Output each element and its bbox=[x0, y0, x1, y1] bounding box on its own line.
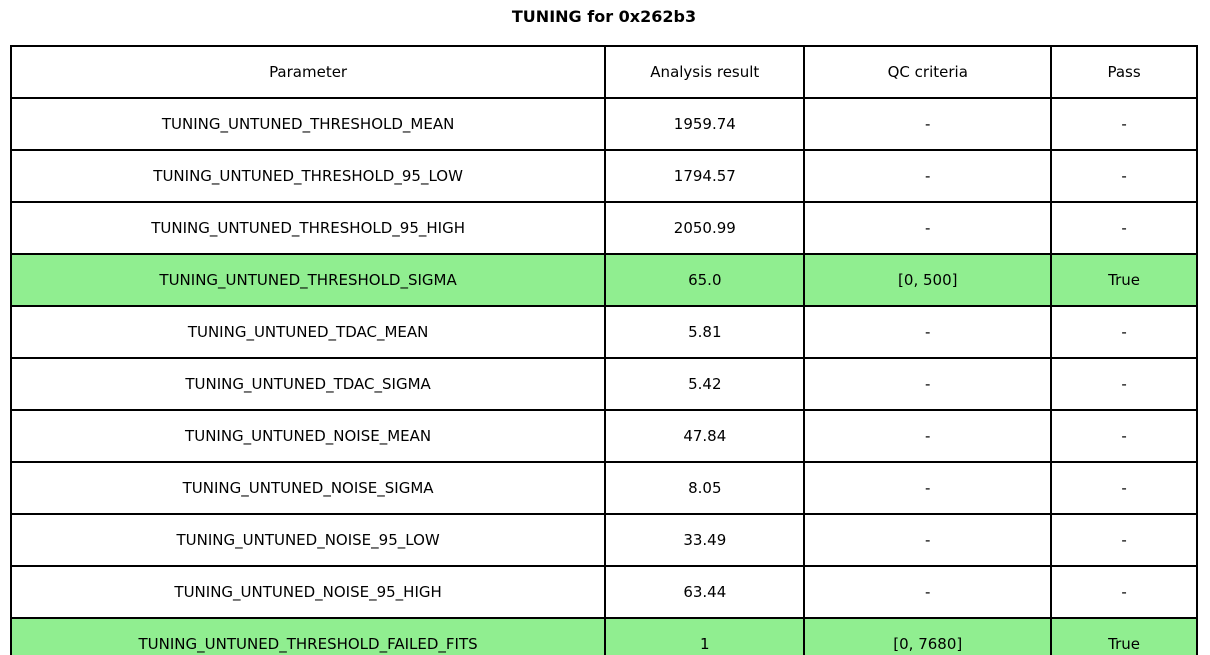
cell-parameter: TUNING_UNTUNED_TDAC_MEAN bbox=[9, 305, 607, 359]
table-body: TUNING_UNTUNED_THRESHOLD_MEAN 1959.74- - TU… bbox=[9, 97, 1198, 655]
cell-parameter: TUNING_UNTUNED_NOISE_SIGMA bbox=[9, 461, 607, 515]
cell-qc-criteria: - bbox=[803, 149, 1053, 203]
cell-analysis-result: 8.05 bbox=[604, 461, 806, 515]
cell-pass: - bbox=[1050, 357, 1198, 411]
column-header-analysis-result: Analysis result bbox=[604, 45, 806, 99]
cell-analysis-result: 65.0 bbox=[604, 253, 806, 307]
cell-parameter: TUNING_UNTUNED_NOISE_95_LOW bbox=[9, 513, 607, 567]
cell-analysis-result: 1794.57 bbox=[604, 149, 806, 203]
column-header-qc-criteria: QC criteria bbox=[803, 45, 1053, 99]
page-title: TUNING for 0x262b3 bbox=[511, 7, 697, 26]
column-header-pass: Pass bbox=[1050, 45, 1198, 99]
cell-analysis-result: 47.84 bbox=[604, 409, 806, 463]
cell-analysis-result: 63.44 bbox=[604, 565, 806, 619]
cell-parameter: TUNING_UNTUNED_NOISE_95_HIGH bbox=[9, 565, 607, 619]
cell-analysis-result: 5.42 bbox=[604, 357, 806, 411]
cell-analysis-result: 2050.99 bbox=[604, 201, 806, 255]
cell-parameter: TUNING_UNTUNED_THRESHOLD_95_LOW bbox=[9, 149, 607, 203]
cell-pass: True bbox=[1050, 617, 1198, 655]
cell-pass: - bbox=[1050, 201, 1198, 255]
cell-qc-criteria: - bbox=[803, 409, 1053, 463]
cell-pass: True bbox=[1050, 253, 1198, 307]
cell-pass: - bbox=[1050, 461, 1198, 515]
table-row: TUNING_UNTUNED_THRESHOLD_MEAN 1959.74- - bbox=[9, 97, 1198, 151]
cell-qc-criteria: - bbox=[803, 305, 1053, 359]
cell-analysis-result: 1 bbox=[604, 617, 806, 655]
table-row: TUNING_UNTUNED_THRESHOLD_FAILED_FITS 1 [0,… bbox=[9, 617, 1198, 655]
table-row: TUNING_UNTUNED_NOISE_SIGMA 8.05- - bbox=[9, 461, 1198, 515]
cell-parameter: TUNING_UNTUNED_NOISE_MEAN bbox=[9, 409, 607, 463]
cell-analysis-result: 1959.74 bbox=[604, 97, 806, 151]
cell-pass: - bbox=[1050, 565, 1198, 619]
cell-pass: - bbox=[1050, 149, 1198, 203]
cell-analysis-result: 5.81 bbox=[604, 305, 806, 359]
table-row: TUNING_UNTUNED_TDAC_SIGMA 5.42- - bbox=[9, 357, 1198, 411]
cell-pass: - bbox=[1050, 97, 1198, 151]
cell-pass: - bbox=[1050, 305, 1198, 359]
tuning-results-table: Parameter Analysis result QC criteria Pa… bbox=[9, 45, 1198, 655]
cell-parameter: TUNING_UNTUNED_THRESHOLD_SIGMA bbox=[9, 253, 607, 307]
cell-qc-criteria: - bbox=[803, 201, 1053, 255]
cell-qc-criteria: [0, 7680] bbox=[803, 617, 1053, 655]
table-row: TUNING_UNTUNED_THRESHOLD_SIGMA 65.0 [0, 50… bbox=[9, 253, 1198, 307]
table-header-row: Parameter Analysis result QC criteria Pa… bbox=[9, 45, 1198, 99]
table-row: TUNING_UNTUNED_NOISE_95_HIGH 63.44- - bbox=[9, 565, 1198, 619]
cell-parameter: TUNING_UNTUNED_TDAC_SIGMA bbox=[9, 357, 607, 411]
table-row: TUNING_UNTUNED_THRESHOLD_95_HIGH 2050.99-… bbox=[9, 201, 1198, 255]
cell-qc-criteria: - bbox=[803, 461, 1053, 515]
cell-pass: - bbox=[1050, 513, 1198, 567]
column-header-parameter: Parameter bbox=[9, 45, 607, 99]
cell-qc-criteria: - bbox=[803, 513, 1053, 567]
cell-pass: - bbox=[1050, 409, 1198, 463]
table-row: TUNING_UNTUNED_NOISE_MEAN 47.84- - bbox=[9, 409, 1198, 463]
cell-qc-criteria: [0, 500] bbox=[803, 253, 1053, 307]
cell-parameter: TUNING_UNTUNED_THRESHOLD_95_HIGH bbox=[9, 201, 607, 255]
cell-qc-criteria: - bbox=[803, 565, 1053, 619]
cell-parameter: TUNING_UNTUNED_THRESHOLD_FAILED_FITS bbox=[9, 617, 607, 655]
table-row: TUNING_UNTUNED_NOISE_95_LOW 33.49- - bbox=[9, 513, 1198, 567]
cell-analysis-result: 33.49 bbox=[604, 513, 806, 567]
cell-parameter: TUNING_UNTUNED_THRESHOLD_MEAN bbox=[9, 97, 607, 151]
cell-qc-criteria: - bbox=[803, 357, 1053, 411]
cell-qc-criteria: - bbox=[803, 97, 1053, 151]
table-row: TUNING_UNTUNED_THRESHOLD_95_LOW 1794.57- - bbox=[9, 149, 1198, 203]
table-row: TUNING_UNTUNED_TDAC_MEAN 5.81- - bbox=[9, 305, 1198, 359]
